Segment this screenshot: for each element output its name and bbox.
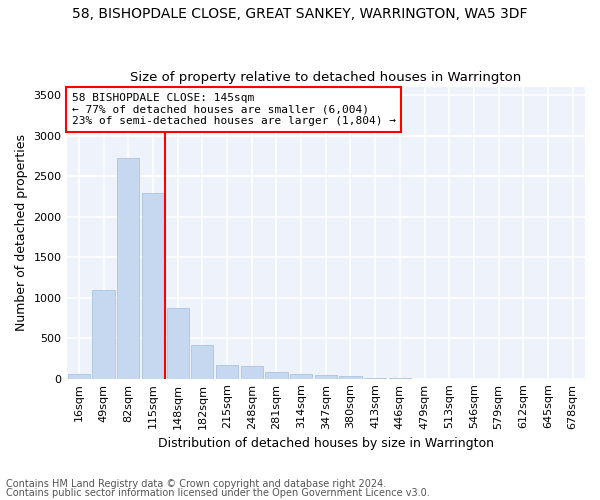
Text: 58 BISHOPDALE CLOSE: 145sqm
← 77% of detached houses are smaller (6,004)
23% of : 58 BISHOPDALE CLOSE: 145sqm ← 77% of det… [72, 93, 396, 126]
Text: Contains HM Land Registry data © Crown copyright and database right 2024.: Contains HM Land Registry data © Crown c… [6, 479, 386, 489]
Bar [167, 308, 189, 378]
Bar [265, 372, 287, 378]
Text: Contains public sector information licensed under the Open Government Licence v3: Contains public sector information licen… [6, 488, 430, 498]
Bar [191, 344, 214, 378]
Title: Size of property relative to detached houses in Warrington: Size of property relative to detached ho… [130, 72, 521, 85]
Text: 58, BISHOPDALE CLOSE, GREAT SANKEY, WARRINGTON, WA5 3DF: 58, BISHOPDALE CLOSE, GREAT SANKEY, WARR… [72, 8, 528, 22]
Bar [92, 290, 115, 378]
Bar [290, 374, 312, 378]
X-axis label: Distribution of detached houses by size in Warrington: Distribution of detached houses by size … [158, 437, 494, 450]
Bar [340, 376, 362, 378]
Bar [241, 366, 263, 378]
Y-axis label: Number of detached properties: Number of detached properties [15, 134, 28, 332]
Bar [314, 375, 337, 378]
Bar [142, 193, 164, 378]
Bar [68, 374, 90, 378]
Bar [216, 366, 238, 378]
Bar [117, 158, 139, 378]
